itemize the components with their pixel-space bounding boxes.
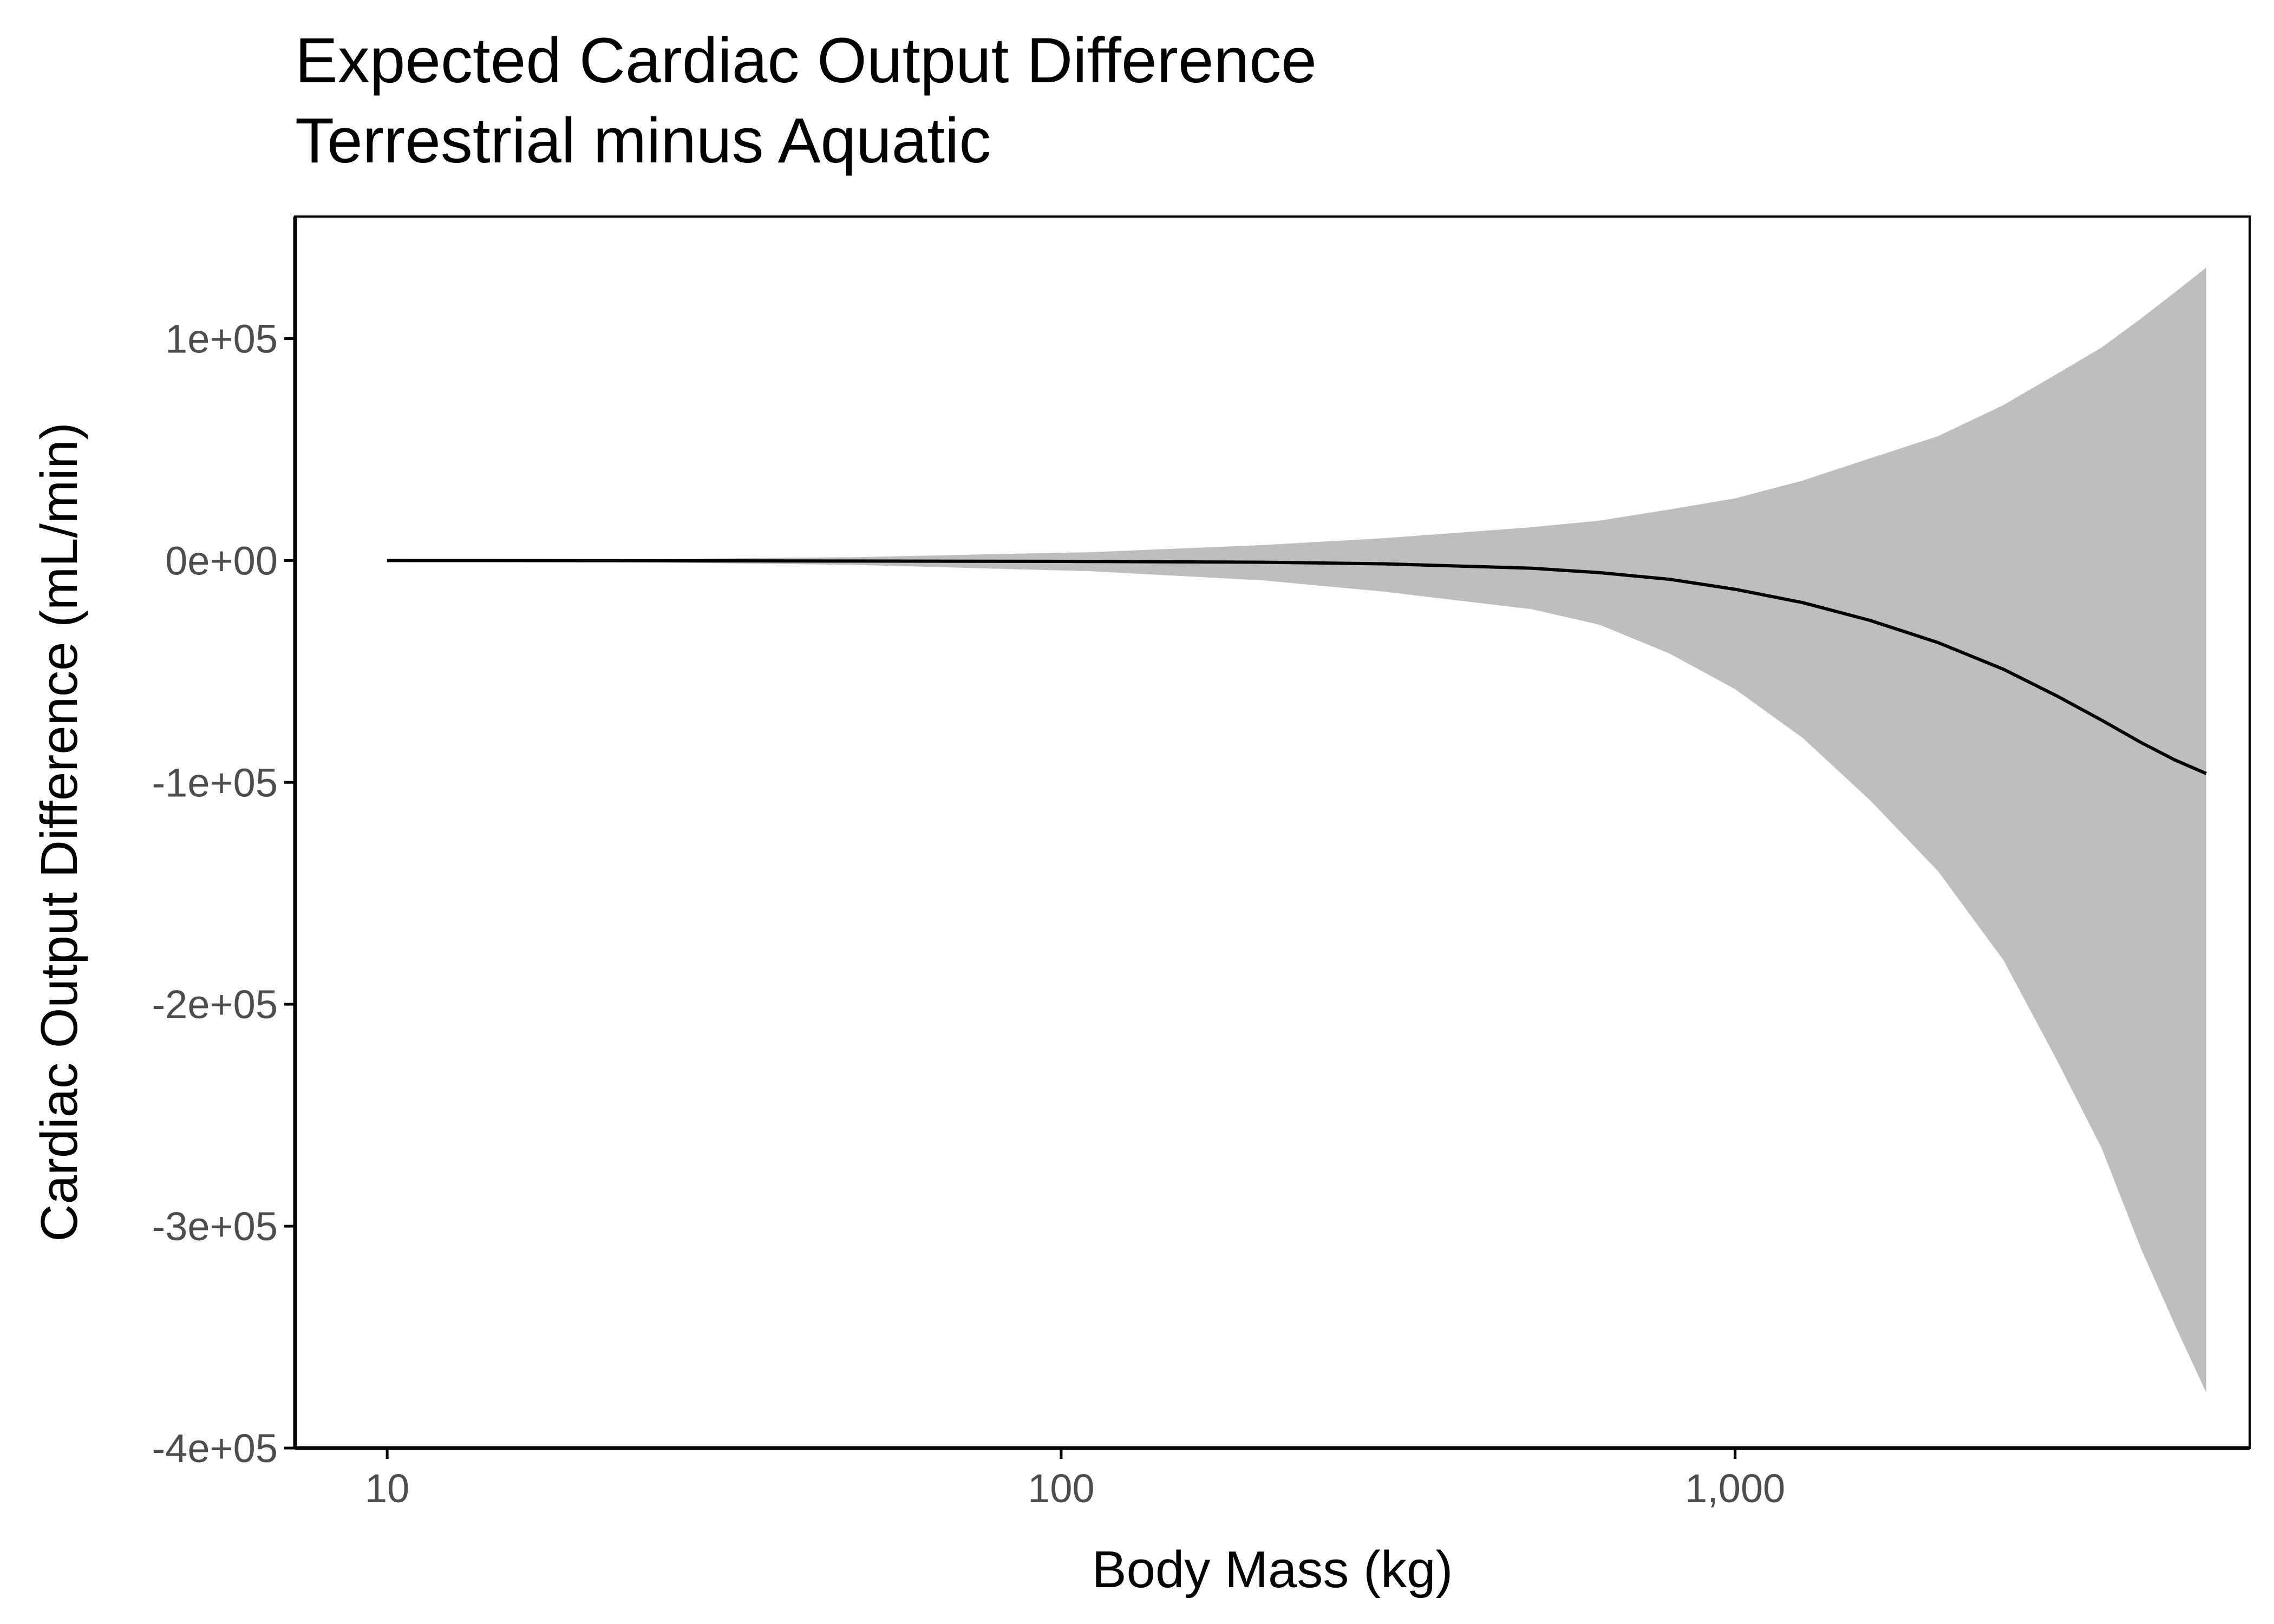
plot-area — [387, 267, 2207, 1393]
y-axis-title: Cardiac Output Difference (mL/min) — [30, 422, 88, 1241]
y-tick-label: 0e+00 — [165, 538, 278, 583]
x-tick-label: 1,000 — [1685, 1466, 1785, 1511]
y-tick-label: 1e+05 — [165, 316, 278, 361]
y-tick-label: -1e+05 — [152, 760, 278, 805]
series-line-0 — [387, 559, 2207, 775]
y-tick-label: -4e+05 — [152, 1426, 278, 1471]
chart-title: Expected Cardiac Output Difference — [295, 25, 1317, 96]
x-axis-title: Body Mass (kg) — [1092, 1541, 1453, 1599]
chart-subtitle: Terrestrial minus Aquatic — [295, 105, 991, 176]
y-tick-label: -2e+05 — [152, 982, 278, 1027]
y-axis-ticks: 1e+05 0e+00 -1e+05 -2e+05 -3e+05 -4e+05 — [152, 316, 295, 1471]
x-tick-label: 100 — [1028, 1466, 1094, 1511]
confidence-ribbon-0 — [387, 267, 2206, 1393]
x-axis-ticks: 10 100 1,000 — [365, 1448, 1785, 1511]
x-tick-label: 10 — [365, 1466, 409, 1511]
y-tick-label: -3e+05 — [152, 1204, 278, 1249]
